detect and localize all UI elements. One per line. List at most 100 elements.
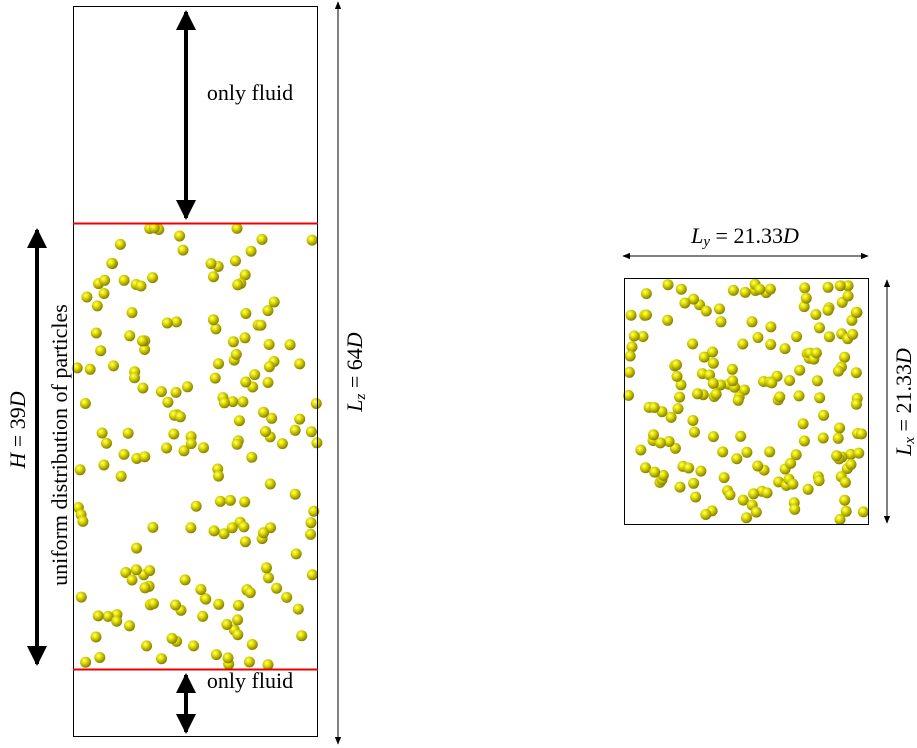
particle (186, 438, 197, 449)
particle (231, 349, 242, 360)
particle (293, 604, 304, 615)
particle (119, 275, 130, 286)
particle (840, 477, 851, 488)
particle (188, 640, 199, 651)
particle (294, 358, 305, 369)
particle (725, 489, 736, 500)
particle (264, 339, 275, 350)
particle (95, 345, 106, 356)
particle (269, 297, 280, 308)
particle (687, 415, 698, 426)
particle (162, 397, 173, 408)
particle (240, 308, 251, 319)
particle (210, 373, 221, 384)
particle (689, 427, 700, 438)
particle (137, 335, 148, 346)
particle (676, 284, 687, 295)
particle (707, 347, 718, 358)
particle (219, 397, 230, 408)
particle (296, 630, 307, 641)
particle (839, 495, 850, 506)
particle (305, 529, 316, 540)
particle (80, 398, 91, 409)
particle (76, 592, 87, 603)
particle (239, 496, 250, 507)
particle (683, 463, 694, 474)
particle (674, 392, 685, 403)
particle (799, 436, 810, 447)
particle (649, 467, 660, 478)
particle (735, 431, 746, 442)
particle (124, 330, 135, 341)
particle (277, 438, 288, 449)
particle (818, 433, 829, 444)
particle (263, 572, 274, 583)
particle (140, 582, 151, 593)
particle (794, 390, 805, 401)
particle (625, 351, 636, 362)
particle (831, 450, 842, 461)
particle (290, 425, 301, 436)
particle (711, 389, 722, 400)
particle (249, 369, 260, 380)
particle (290, 489, 301, 500)
particle (716, 316, 727, 327)
particle (717, 446, 728, 457)
particle (227, 522, 238, 533)
particle (161, 443, 172, 454)
particle (766, 377, 777, 388)
particle (167, 633, 178, 644)
particle (673, 403, 684, 414)
particle (171, 387, 182, 398)
particle (258, 407, 269, 418)
particle (213, 358, 224, 369)
particle (728, 285, 739, 296)
particle (147, 272, 158, 283)
particle (228, 336, 239, 347)
particle (213, 471, 224, 482)
particle (174, 231, 185, 242)
particle (688, 478, 699, 489)
particle (123, 428, 134, 439)
particle (215, 496, 226, 507)
particle (208, 314, 219, 325)
particle (101, 438, 112, 449)
particle (221, 619, 232, 630)
particle (97, 428, 108, 439)
particle (835, 514, 846, 525)
particle (798, 418, 809, 429)
particle (714, 303, 725, 314)
particle (271, 583, 282, 594)
particle (255, 320, 266, 331)
particle (635, 445, 646, 456)
particle (195, 584, 206, 595)
particle (156, 386, 167, 397)
particle (225, 495, 236, 506)
particle (80, 657, 91, 668)
particle (719, 472, 730, 483)
particle (752, 461, 763, 472)
particle (794, 365, 805, 376)
particle (127, 575, 138, 586)
particle (191, 501, 202, 512)
particle (240, 332, 251, 343)
particle (787, 479, 798, 490)
particle (701, 306, 712, 317)
particle (648, 429, 659, 440)
particle (306, 517, 317, 528)
particles (623, 279, 869, 525)
particle (824, 331, 835, 342)
particle (672, 371, 683, 382)
particle (175, 411, 186, 422)
particle (99, 288, 110, 299)
particle (127, 307, 138, 318)
particle (162, 318, 173, 329)
particle (708, 431, 719, 442)
particle (834, 423, 845, 434)
particle (246, 452, 257, 463)
particle (99, 275, 110, 286)
particle (814, 392, 825, 403)
particle (211, 649, 222, 660)
particle (764, 446, 775, 457)
label: Lz = 64D (342, 332, 372, 413)
